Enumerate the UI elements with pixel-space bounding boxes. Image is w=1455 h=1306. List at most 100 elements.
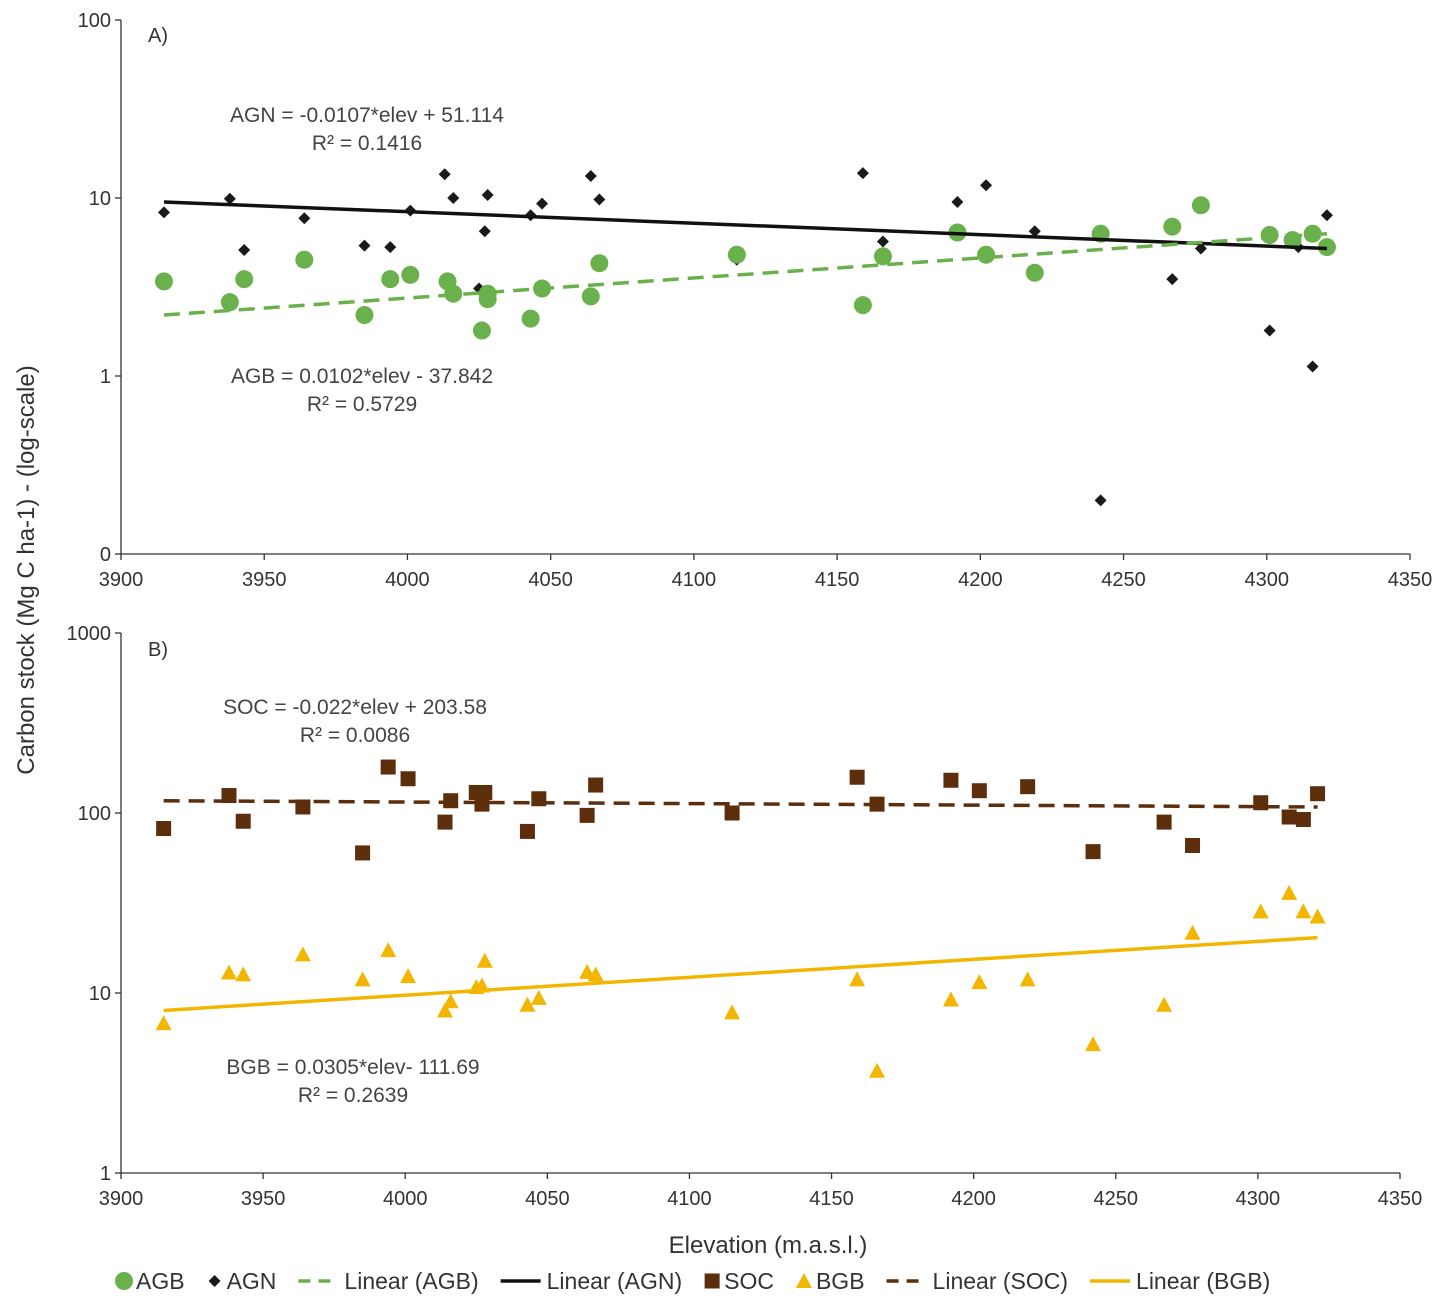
x-tick-label: 4050: [528, 569, 573, 591]
legend-label: Linear (SOC): [933, 1268, 1068, 1294]
x-tick-label: 3950: [241, 1188, 286, 1210]
bgb-point: [155, 1015, 172, 1031]
agb-point: [581, 287, 600, 306]
bgb-point: [235, 966, 252, 982]
agn-point: [384, 241, 397, 254]
x-tick-label: 4150: [815, 569, 860, 591]
x-tick-label: 4350: [1388, 569, 1433, 591]
soc-point: [437, 814, 453, 830]
soc-point: [156, 821, 172, 837]
bgb-point: [400, 968, 417, 984]
agn-point: [298, 212, 311, 225]
agn-point: [1320, 209, 1333, 222]
x-tick-label: 4300: [1236, 1188, 1281, 1210]
panel-a-plot: 0 1 10 100 3900 3950 4000 4050 4100 4150 4200 4250 4…: [78, 10, 1433, 591]
equation-label: BGB = 0.0305*elev- 111.69: [226, 1056, 479, 1079]
agn-point: [1194, 242, 1207, 255]
soc-point: [1281, 809, 1297, 825]
agn-point: [856, 167, 869, 180]
lin-agn-trendline: [163, 200, 1328, 251]
panel-label: B): [148, 639, 168, 661]
soc-point: [1085, 844, 1101, 860]
bgb-point: [1281, 884, 1298, 900]
agb-point: [381, 270, 400, 289]
bgb-point: [1295, 903, 1312, 919]
agn-point: [447, 192, 460, 204]
bgb-point: [1252, 903, 1269, 919]
agn-point: [584, 169, 597, 182]
agb-point: [521, 309, 540, 328]
x-tick-label: 4000: [385, 569, 430, 591]
agn-point: [1094, 494, 1107, 507]
panel-label: A): [148, 25, 168, 47]
agb-point: [590, 254, 609, 273]
agn-point: [223, 192, 236, 205]
lin-soc-trendline: [163, 798, 1318, 809]
bgb-point: [354, 971, 371, 987]
y-tick-label: 1: [100, 366, 111, 388]
agb-point: [472, 321, 491, 340]
soc-point: [519, 823, 535, 839]
legend-item-agn: AGN: [208, 1268, 276, 1294]
lin-bgb-trendline: [163, 935, 1318, 1013]
x-tick-label: 4250: [1101, 569, 1146, 591]
agb-point: [1191, 196, 1210, 215]
bgb-point: [294, 946, 311, 962]
y-tick-label: 1000: [67, 623, 112, 645]
soc-point: [1020, 779, 1036, 795]
soc-point: [235, 813, 251, 829]
legend-swatch: [208, 1275, 221, 1287]
bgb-point: [1156, 996, 1173, 1012]
agn-point: [951, 195, 964, 208]
x-tick-label: 4350: [1378, 1188, 1423, 1210]
equation-label: R² = 0.2639: [298, 1084, 408, 1107]
legend-label: SOC: [724, 1268, 774, 1294]
agn-point: [876, 235, 889, 248]
bgb-point: [530, 989, 547, 1005]
bgb-point: [1019, 971, 1036, 987]
soc-point: [1310, 786, 1326, 802]
legend-swatch: [115, 1272, 133, 1290]
agb-point: [401, 265, 420, 284]
agn-point: [238, 244, 251, 257]
agn-point: [980, 179, 993, 192]
soc-point: [724, 805, 740, 821]
bgb-point: [942, 991, 959, 1007]
x-tick-label: 4050: [525, 1188, 570, 1210]
soc-point: [1295, 812, 1311, 828]
soc-point: [1156, 814, 1172, 830]
bgb-point: [849, 971, 866, 987]
x-tick-label: 4150: [809, 1188, 854, 1210]
legend-label: Linear (BGB): [1136, 1268, 1270, 1294]
soc-point: [355, 845, 371, 861]
legend-item-lin-bgb: Linear (BGB): [1090, 1268, 1270, 1294]
soc-point: [380, 759, 396, 775]
soc-point: [474, 796, 490, 812]
agb-point: [1260, 225, 1279, 244]
x-tick-label: 4100: [667, 1188, 712, 1210]
bgb-point: [724, 1004, 741, 1020]
x-tick-label: 4200: [958, 569, 1003, 591]
agb-point: [1025, 263, 1044, 282]
y-tick-label: 100: [78, 803, 111, 825]
bgb-point: [519, 996, 536, 1012]
legend-item-agb: AGB: [115, 1268, 185, 1294]
legend: AGB AGN Linear (AGB) Linear (AGN) SOC BGB Line…: [115, 1268, 1270, 1294]
soc-point: [295, 799, 311, 815]
legend-label: Linear (AGN): [547, 1268, 682, 1294]
agb-point: [355, 306, 374, 325]
equation-label: AGB = 0.0102*elev - 37.842: [231, 365, 493, 388]
bgb-point: [1309, 908, 1326, 924]
agn-point: [1028, 225, 1041, 238]
agb-point: [1163, 217, 1182, 236]
agb-point: [853, 296, 872, 315]
legend-item-bgb: BGB: [795, 1268, 865, 1294]
soc-point: [579, 807, 595, 823]
bgb-point: [442, 993, 459, 1009]
agn-point: [593, 193, 606, 206]
agn-point: [481, 188, 494, 201]
y-tick-label: 100: [78, 10, 111, 32]
bgb-point: [971, 974, 988, 990]
soc-point: [849, 769, 865, 785]
